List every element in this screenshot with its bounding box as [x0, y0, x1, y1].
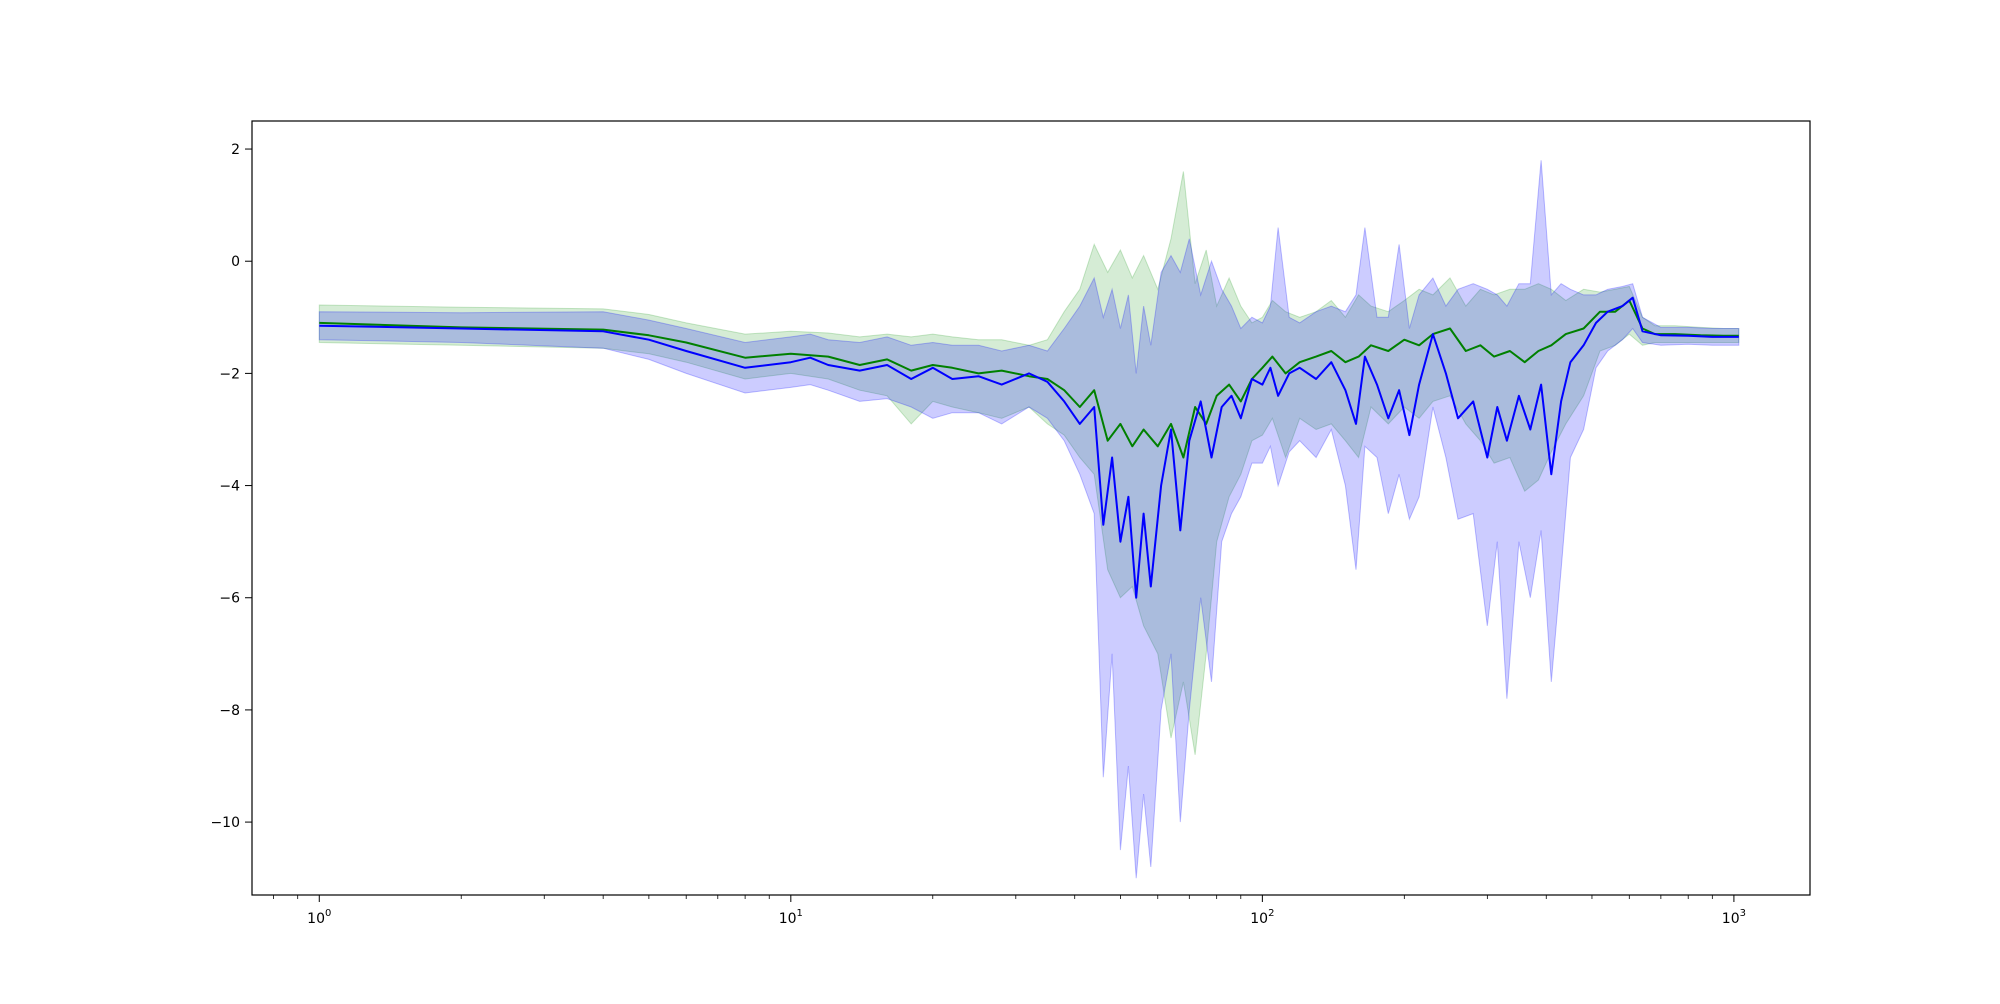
series-lines	[319, 296, 1739, 599]
x-tick-label: 102	[1250, 908, 1274, 927]
y-axis: 2 0 −2 −4 −6 −8 −10	[210, 142, 252, 831]
y-tick-label: 2	[231, 142, 240, 158]
y-tick-label: 0	[231, 254, 240, 270]
x-tick-label: 101	[779, 908, 803, 927]
series-2-line	[319, 296, 1739, 599]
y-tick-label: −4	[219, 479, 240, 495]
y-tick-label: −2	[219, 366, 240, 382]
series-2-band	[318, 160, 1740, 879]
y-tick-label: −6	[219, 591, 240, 607]
x-axis: 100 101 102 103	[273, 895, 1746, 927]
x-tick-label: 100	[307, 908, 331, 927]
plot-frame	[251, 120, 1811, 896]
confidence-bands	[318, 160, 1740, 879]
y-tick-label: −8	[219, 703, 240, 719]
series-1-band	[318, 171, 1740, 755]
y-tick-label: −10	[210, 815, 240, 831]
x-tick-label: 103	[1722, 908, 1746, 927]
